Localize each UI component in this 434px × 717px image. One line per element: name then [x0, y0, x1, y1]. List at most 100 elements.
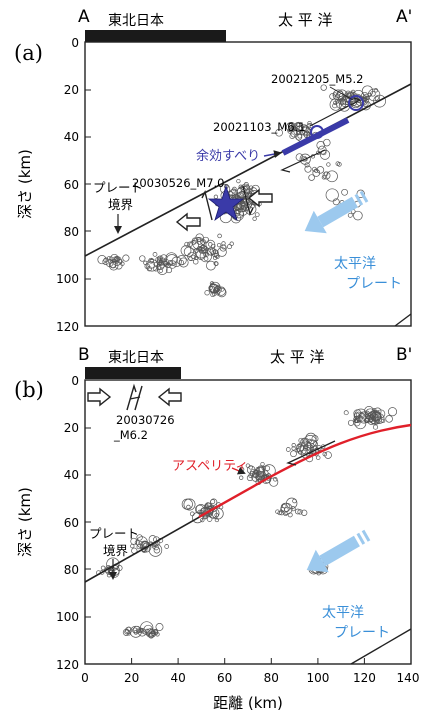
earthquake-hypocenter — [297, 509, 303, 515]
earthquake-hypocenter — [210, 498, 218, 506]
earthquake-hypocenter — [308, 174, 315, 181]
earthquake-hypocenter — [285, 447, 291, 452]
earthquake-hypocenter — [321, 175, 327, 180]
earthquake-hypocenter — [215, 284, 221, 290]
earthquake-hypocenter — [103, 257, 109, 263]
earthquake-hypocenter — [187, 241, 193, 248]
earthquake-hypocenter — [284, 507, 289, 512]
earthquake-hypocenter — [358, 411, 370, 424]
earthquake-hypocenter — [109, 261, 119, 271]
slip-arrow — [280, 97, 362, 173]
earthquake-hypocenter — [290, 450, 297, 458]
earthquake-hypocenter — [315, 455, 321, 460]
earthquake-hypocenter — [147, 260, 156, 269]
earthquake-hypocenter — [100, 565, 106, 571]
earthquake-hypocenter — [164, 544, 170, 549]
fault-arrows — [201, 185, 254, 221]
x-tick-label: 20 — [124, 671, 139, 685]
earthquake-hypocenter — [288, 123, 293, 128]
event-label-m70: 20030526_M7.0 — [132, 176, 225, 190]
earthquake-hypocenter — [326, 170, 338, 183]
earthquake-hypocenter — [344, 90, 352, 98]
y-tick-label: 20 — [64, 83, 79, 97]
earthquake-hypocenter — [213, 289, 218, 294]
earthquake-hypocenter — [229, 241, 234, 246]
x-axis-title: 距離 (km) — [213, 694, 283, 712]
earthquake-hypocenter — [387, 407, 398, 417]
earthquake-hypocenter — [203, 256, 209, 261]
earthquake-hypocenter — [135, 628, 141, 634]
earthquake-hypocenter — [244, 185, 249, 190]
earthquake-hypocenter — [99, 570, 105, 575]
earthquake-hypocenter — [210, 292, 216, 298]
earthquake-hypocenter — [303, 157, 308, 162]
earthquake-hypocenter — [282, 503, 287, 509]
asperity-pointer — [231, 467, 246, 475]
afterslip-pointer — [263, 150, 282, 159]
earthquake-hypocenter — [249, 468, 259, 478]
panel-label: (a) — [14, 41, 43, 65]
earthquake-hypocenter — [347, 93, 352, 98]
earthquake-hypocenter — [302, 125, 309, 132]
y-tick-label: 120 — [56, 320, 79, 334]
earthquake-hypocenter — [148, 632, 154, 637]
earthquake-hypocenter — [209, 281, 215, 286]
earthquake-hypocenter — [148, 257, 155, 264]
earthquake-hypocenter — [197, 509, 203, 515]
earthquake-hypocenter — [195, 504, 205, 515]
pacific-plate-arrow — [304, 190, 369, 234]
earthquake-hypocenter — [183, 246, 194, 257]
earthquake-hypocenter — [187, 251, 197, 262]
earthquake-hypocenter — [316, 141, 325, 150]
x-axis: 0 20 40 60 80 100 120 140 距離 (km) — [81, 658, 419, 712]
earthquake-hypocenter — [156, 264, 162, 270]
earthquake-hypocenter — [180, 245, 192, 256]
earthquake-hypocenter — [139, 628, 144, 633]
earthquake-hypocenter — [301, 509, 308, 516]
afterslip-label: 余効すべり — [196, 148, 260, 164]
earthquake-hypocenter — [326, 162, 331, 167]
earthquake-hypocenter — [133, 629, 139, 635]
earthquake-hypocenter — [287, 128, 293, 134]
earthquake-hypocenter — [354, 416, 361, 424]
region-bar-label: 東北日本 — [108, 13, 164, 29]
earthquake-hypocenter — [206, 247, 216, 256]
earthquake-hypocenter — [275, 128, 283, 137]
earthquake-hypocenter — [307, 439, 318, 450]
earthquake-hypocenter — [145, 628, 150, 634]
earthquake-hypocenter — [291, 443, 296, 448]
y-tick-label: 40 — [64, 130, 79, 144]
earthquake-hypocenter — [264, 465, 271, 471]
y-axis: 0 20 40 60 80 100 120 深さ (km) — [16, 374, 91, 672]
earthquake-hypocenter — [296, 122, 301, 128]
earthquake-hypocenter — [361, 91, 369, 100]
afterslip-segment — [281, 117, 350, 156]
sea-label: 太 平 洋 — [278, 11, 333, 29]
earthquake-hypocenter — [261, 465, 266, 471]
earthquake-hypocenter — [385, 415, 393, 423]
earthquake-hypocenter — [111, 255, 122, 266]
earthquake-hypocenter — [311, 435, 319, 443]
earthquake-hypocenter — [374, 96, 380, 102]
earthquake-hypocenter — [148, 543, 163, 557]
y-tick-label: 60 — [64, 178, 79, 192]
pacific-plate-label-line2: プレート — [334, 625, 390, 641]
earthquake-hypocenter — [354, 408, 368, 422]
y-tick-label: 100 — [56, 610, 79, 624]
earthquake-hypocenter — [124, 629, 130, 635]
earthquake-hypocenter — [191, 237, 198, 244]
event-leader-m52 — [329, 86, 354, 101]
hollow-arrow-right — [247, 188, 273, 208]
plate-boundary-label-line2: 境界 — [103, 543, 129, 558]
earthquake-hypocenter — [370, 91, 376, 97]
earthquake-hypocenter — [285, 122, 295, 132]
earthquake-hypocenter — [183, 498, 196, 511]
pacific-plate-arrow — [306, 529, 371, 573]
earthquake-hypocenter — [200, 247, 207, 253]
earthquake-hypocenter — [153, 261, 158, 267]
earthquake-hypocenter — [332, 198, 340, 206]
profile-end-label: B' — [396, 345, 412, 365]
earthquake-hypocenter — [231, 188, 237, 194]
pacific-plate-label-line1: 太平洋 — [322, 605, 364, 621]
earthquake-hypocenter — [372, 424, 379, 430]
